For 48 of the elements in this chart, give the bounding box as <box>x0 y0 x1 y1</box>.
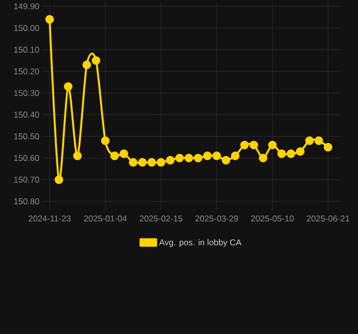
point <box>230 152 240 160</box>
point <box>175 154 184 162</box>
point <box>314 136 324 145</box>
y-tick-label: 150.50 <box>14 133 40 140</box>
point <box>277 149 286 158</box>
point <box>324 142 332 152</box>
point <box>73 152 82 160</box>
point <box>101 136 110 145</box>
y-tick-label: 150.40 <box>14 112 40 118</box>
x-tick-label: 2025-05-10 <box>251 216 294 222</box>
y-tick-label: 150.00 <box>14 25 40 31</box>
point <box>128 158 138 167</box>
point <box>305 136 314 145</box>
point <box>240 140 249 150</box>
point <box>222 156 230 164</box>
point <box>64 82 72 91</box>
point <box>120 149 128 158</box>
point <box>268 140 277 150</box>
point <box>184 154 194 162</box>
point <box>110 152 119 160</box>
point <box>203 152 212 160</box>
y-tick-label: 150.20 <box>14 68 40 74</box>
y-tick-label: 150.80 <box>14 198 40 204</box>
point <box>296 147 305 156</box>
y-tick-label: 150.30 <box>14 90 40 96</box>
point <box>212 152 221 160</box>
point <box>138 158 147 167</box>
point <box>147 158 156 167</box>
x-tick-label: 2025-01-04 <box>84 216 127 222</box>
y-tick-label: 150.10 <box>14 46 40 53</box>
y-tick-label: 150.70 <box>14 176 40 183</box>
point <box>54 175 64 184</box>
point <box>258 154 268 162</box>
point <box>250 140 258 150</box>
point <box>286 149 296 158</box>
point <box>194 154 202 162</box>
point <box>166 156 175 164</box>
x-tick-label: 2024-11-23 <box>28 216 71 222</box>
point <box>92 56 100 65</box>
x-tick-label: 2025-06-21 <box>306 216 350 222</box>
x-tick-label: 2025-03-29 <box>195 216 238 222</box>
legend-label: Avg. pos. in lobby CA <box>159 239 242 248</box>
y-tick-label: 149.90 <box>14 3 40 10</box>
x-tick-label: 2025-02-15 <box>140 216 182 222</box>
point <box>82 60 92 70</box>
y-tick-label: 150.60 <box>14 155 40 161</box>
point <box>156 158 166 167</box>
point <box>45 15 54 24</box>
